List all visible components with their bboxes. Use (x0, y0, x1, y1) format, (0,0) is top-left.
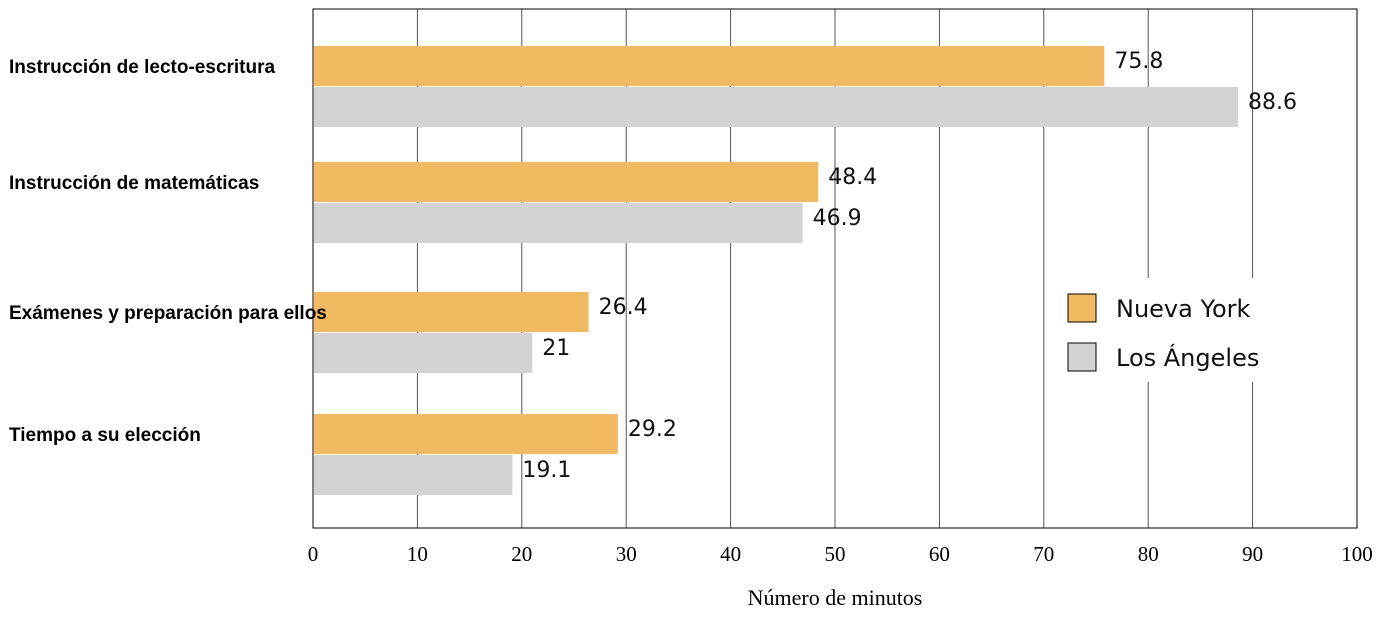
x-tick-label: 40 (720, 542, 741, 566)
x-tick-label: 70 (1033, 542, 1054, 566)
legend: Nueva York Los Ángeles (1055, 278, 1295, 382)
plot-frame (312, 8, 1358, 529)
x-tick-label: 80 (1138, 542, 1159, 566)
x-tick-label: 90 (1242, 542, 1263, 566)
data-label: 75.8 (1114, 49, 1163, 74)
bar-nueva-york (314, 414, 618, 454)
data-label: 21 (542, 336, 570, 361)
legend-label: Nueva York (1116, 295, 1250, 323)
bar-nueva-york (314, 292, 589, 332)
legend-label: Los Ángeles (1116, 343, 1259, 372)
x-tick-label: 0 (308, 542, 319, 566)
data-label: 29.2 (628, 417, 677, 442)
x-axis-title: Número de minutos (748, 585, 923, 610)
x-tick-label: 50 (825, 542, 846, 566)
bar-nueva-york (314, 46, 1105, 86)
x-tick-labels: 0 10 20 30 40 50 60 70 80 90 100 (308, 542, 1373, 566)
category-label: Exámenes y preparación para ellos (9, 303, 327, 324)
legend-swatch (1067, 342, 1097, 372)
x-tick-label: 30 (616, 542, 637, 566)
x-tick-label: 60 (929, 542, 950, 566)
category-label: Instrucción de lecto-escritura (9, 57, 276, 78)
category-labels: Instrucción de lecto-escritura Instrucció… (9, 57, 327, 446)
category-label: Instrucción de matemáticas (9, 173, 259, 194)
x-tick-label: 100 (1341, 542, 1373, 566)
bar-los-angeles (314, 455, 513, 495)
data-label: 48.4 (828, 165, 877, 190)
bars (314, 46, 1238, 495)
x-tick-label: 20 (511, 542, 532, 566)
data-label: 46.9 (813, 206, 862, 231)
x-tick-label: 10 (407, 542, 428, 566)
data-label: 26.4 (599, 295, 648, 320)
bar-los-angeles (314, 203, 803, 243)
data-label: 19.1 (522, 458, 571, 483)
bar-los-angeles (314, 87, 1238, 127)
value-labels: 75.8 88.6 48.4 46.9 26.4 21 29.2 19.1 (522, 49, 1297, 483)
data-label: 88.6 (1248, 90, 1297, 115)
bar-los-angeles (314, 333, 533, 373)
category-label: Tiempo a su elección (9, 425, 201, 446)
bar-nueva-york (314, 162, 819, 202)
legend-swatch (1067, 293, 1097, 323)
